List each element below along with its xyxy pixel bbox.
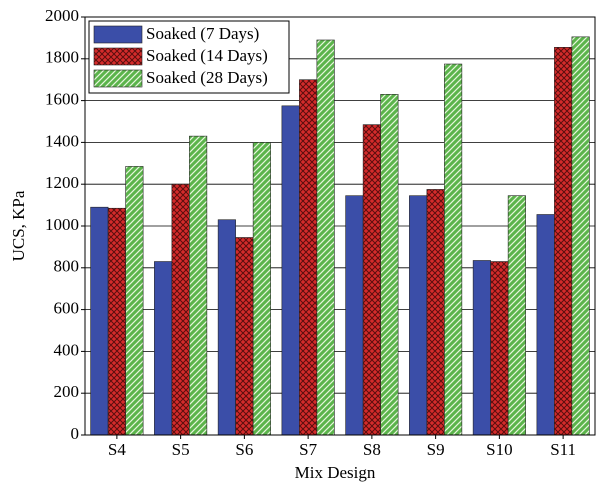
bar <box>154 261 173 436</box>
bar <box>171 183 190 436</box>
bar <box>554 47 573 436</box>
x-tick-label: S6 <box>235 440 253 459</box>
legend-label: Soaked (7 Days) <box>146 24 259 43</box>
y-tick-label: 200 <box>54 382 80 401</box>
bar <box>571 36 590 436</box>
legend-swatch <box>93 47 143 66</box>
bar <box>281 105 300 436</box>
plot-frame <box>84 16 596 436</box>
bar <box>125 166 144 436</box>
bar <box>507 195 526 436</box>
y-tick-label: 1200 <box>45 173 79 192</box>
legend-swatch <box>93 25 143 44</box>
bar <box>235 237 254 436</box>
x-tick-label: S7 <box>299 440 317 459</box>
y-tick-label: 1800 <box>45 48 79 67</box>
y-axis-label: UCS, KPa <box>9 190 28 261</box>
y-tick-label: 600 <box>54 299 80 318</box>
legend-label: Soaked (14 Days) <box>146 46 268 65</box>
bar <box>409 195 428 436</box>
y-tick-label: 1000 <box>45 215 79 234</box>
x-tick-label: S9 <box>427 440 445 459</box>
bar <box>316 39 335 436</box>
legend-label: Soaked (28 Days) <box>146 68 268 87</box>
y-tick-label: 400 <box>54 340 80 359</box>
bar <box>345 195 364 436</box>
x-tick-label: S4 <box>108 440 126 459</box>
y-tick-label: 2000 <box>45 6 79 25</box>
x-tick-label: S8 <box>363 440 381 459</box>
bar <box>536 214 555 436</box>
bar <box>444 63 463 436</box>
bar <box>299 79 318 436</box>
bar <box>472 260 491 436</box>
x-tick-label: S10 <box>486 440 512 459</box>
bar <box>217 219 236 436</box>
bar <box>380 94 399 436</box>
bar <box>362 124 381 436</box>
x-axis-label: Mix Design <box>295 463 376 482</box>
bar <box>90 206 109 436</box>
legend-swatch <box>93 69 143 88</box>
bar <box>426 189 445 436</box>
y-tick-label: 800 <box>54 257 80 276</box>
y-tick-label: 0 <box>71 424 80 443</box>
y-tick-label: 1600 <box>45 90 79 109</box>
x-tick-label: S5 <box>172 440 190 459</box>
bar <box>490 261 509 436</box>
bar <box>107 207 126 436</box>
y-tick-label: 1400 <box>45 131 79 150</box>
bar <box>189 135 208 436</box>
bar <box>252 142 271 436</box>
x-tick-label: S11 <box>550 440 576 459</box>
